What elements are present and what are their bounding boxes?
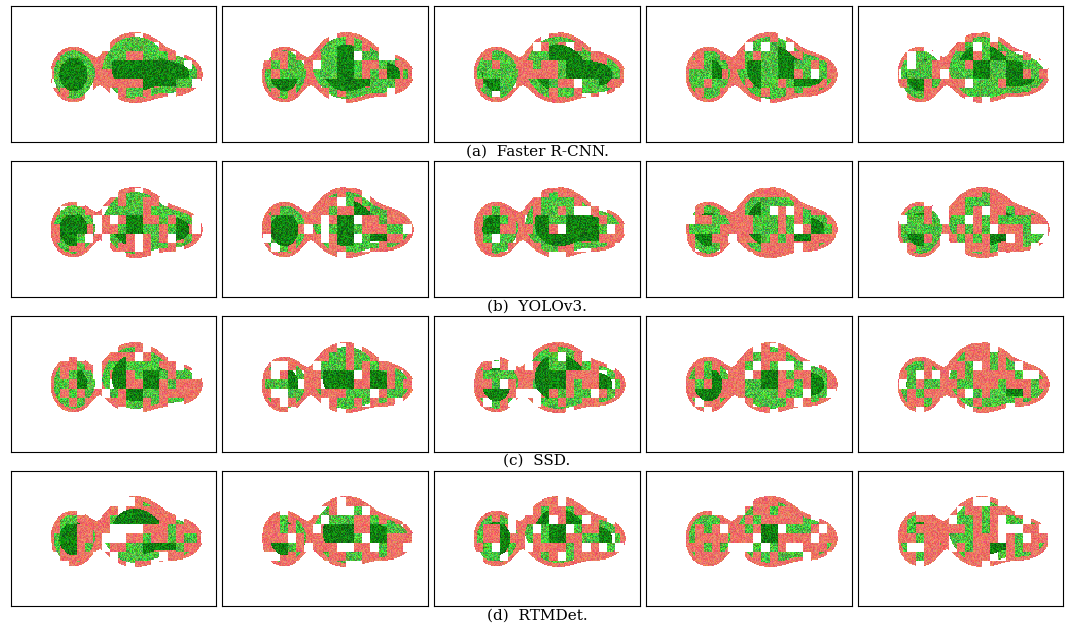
Text: (c)  SSD.: (c) SSD. bbox=[504, 454, 570, 468]
Text: (d)  RTMDet.: (d) RTMDet. bbox=[487, 609, 587, 623]
Text: (a)  Faster R-CNN.: (a) Faster R-CNN. bbox=[465, 144, 609, 158]
Text: (b)  YOLOv3.: (b) YOLOv3. bbox=[488, 300, 586, 313]
